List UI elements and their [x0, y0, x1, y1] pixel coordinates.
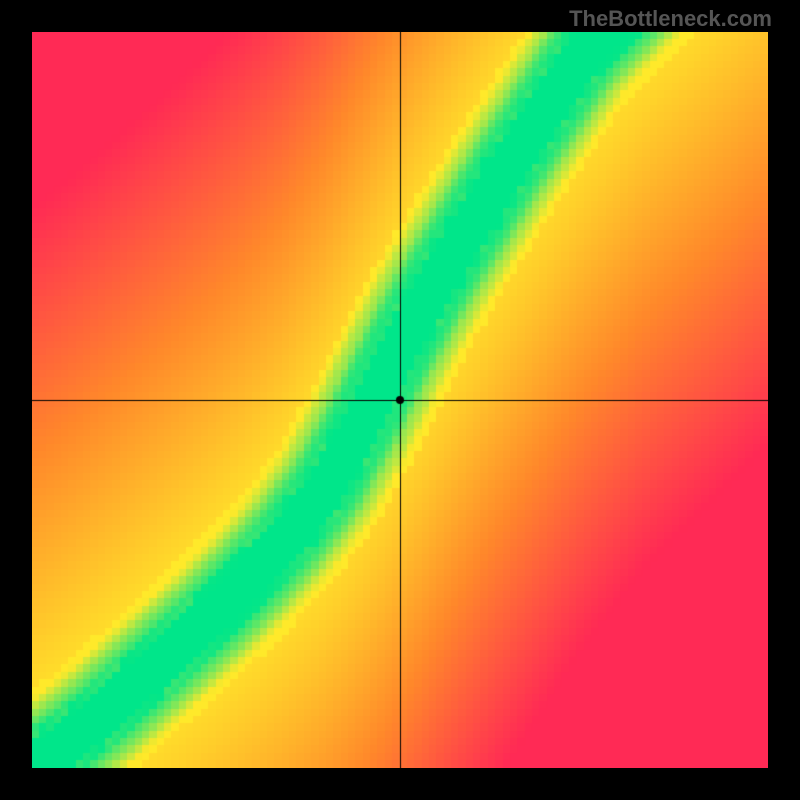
- watermark-text: TheBottleneck.com: [569, 6, 772, 32]
- bottleneck-heatmap: [32, 32, 768, 768]
- chart-container: TheBottleneck.com: [0, 0, 800, 800]
